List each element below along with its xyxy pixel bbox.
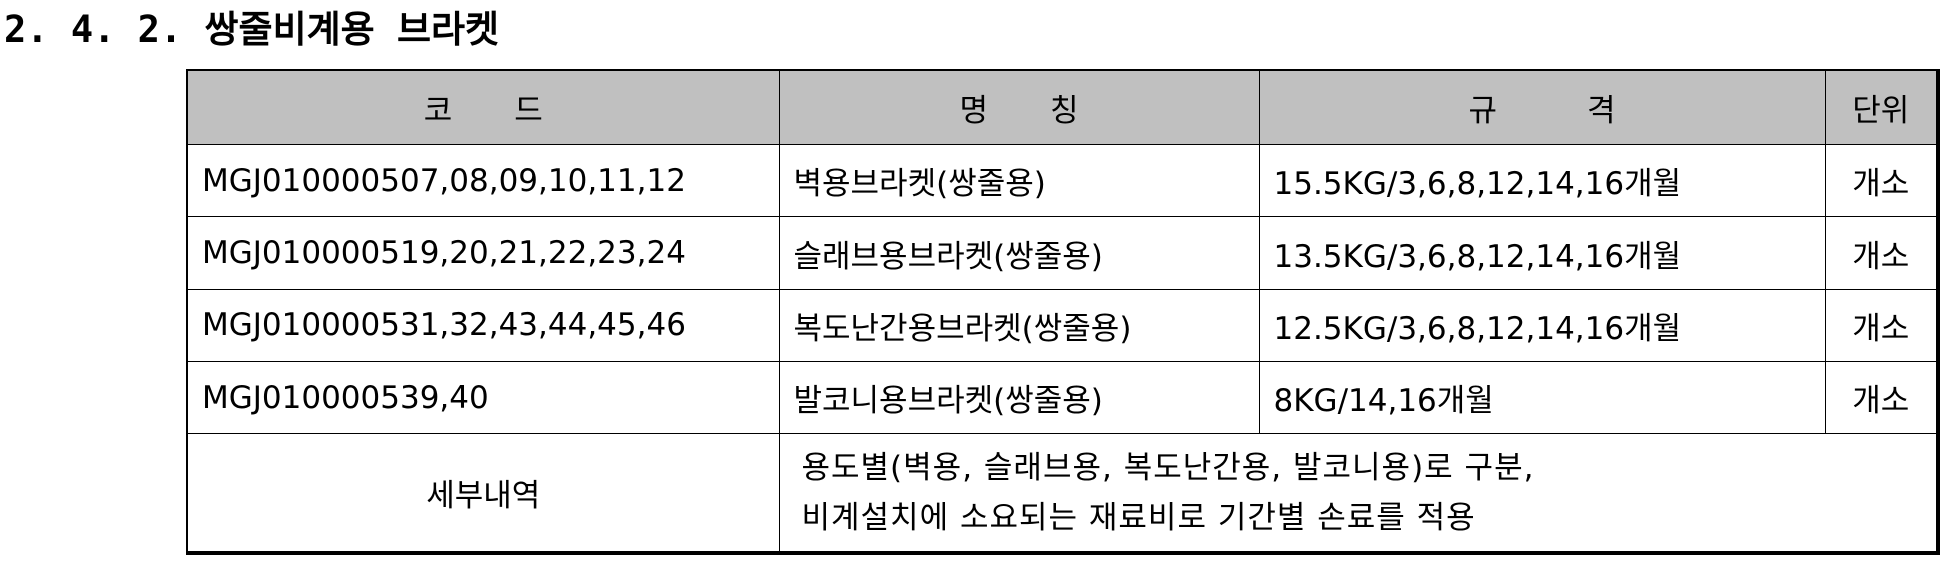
cell-spec: 13.5KG/3,6,8,12,14,16개월 bbox=[1258, 216, 1826, 290]
cell-code: MGJ010000519,20,21,22,23,24 bbox=[186, 216, 780, 290]
cell-spec: 8KG/14,16개월 bbox=[1258, 361, 1826, 435]
header-name-char-2: 칭 bbox=[1050, 93, 1079, 129]
detail-line-2: 비계설치에 소요되는 재료비로 기간별 손료를 적용 bbox=[801, 499, 1476, 536]
header-code-char-2: 드 bbox=[514, 93, 543, 129]
detail-row: 세부내역 용도별(벽용, 슬래브용, 복도난간용, 발코니용)로 구분, 비계설… bbox=[186, 433, 1939, 554]
cell-unit: 개소 bbox=[1824, 143, 1939, 218]
cell-unit: 개소 bbox=[1824, 361, 1939, 435]
cell-code: MGJ010000507,08,09,10,11,12 bbox=[186, 143, 780, 218]
section-title: 2. 4. 2. 쌍줄비계용 브라켓 bbox=[4, 8, 500, 51]
cell-name: 복도난간용브라켓(쌍줄용) bbox=[778, 288, 1260, 363]
cell-code: MGJ010000531,32,43,44,45,46 bbox=[186, 288, 780, 363]
table-row: MGJ010000507,08,09,10,11,12 벽용브라켓(쌍줄용) 1… bbox=[186, 143, 1939, 218]
cell-unit: 개소 bbox=[1824, 216, 1939, 290]
cell-spec: 15.5KG/3,6,8,12,14,16개월 bbox=[1258, 143, 1826, 218]
table-row: MGJ010000519,20,21,22,23,24 슬래브용브라켓(쌍줄용)… bbox=[186, 216, 1939, 290]
header-spec-char-1: 규 bbox=[1468, 93, 1497, 129]
detail-label: 세부내역 bbox=[186, 433, 780, 554]
detail-line-1: 용도별(벽용, 슬래브용, 복도난간용, 발코니용)로 구분, bbox=[801, 449, 1535, 486]
cell-name: 슬래브용브라켓(쌍줄용) bbox=[778, 216, 1260, 290]
cell-name: 발코니용브라켓(쌍줄용) bbox=[778, 361, 1260, 435]
header-unit: 단위 bbox=[1824, 69, 1939, 145]
cell-spec: 12.5KG/3,6,8,12,14,16개월 bbox=[1258, 288, 1826, 363]
table-row: MGJ010000531,32,43,44,45,46 복도난간용브라켓(쌍줄용… bbox=[186, 288, 1939, 363]
cell-unit: 개소 bbox=[1824, 288, 1939, 363]
cell-code: MGJ010000539,40 bbox=[186, 361, 780, 435]
header-name-char-1: 명 bbox=[959, 93, 988, 129]
table-row: MGJ010000539,40 발코니용브라켓(쌍줄용) 8KG/14,16개월… bbox=[186, 361, 1939, 435]
detail-text: 용도별(벽용, 슬래브용, 복도난간용, 발코니용)로 구분, 비계설치에 소요… bbox=[778, 433, 1939, 554]
cell-name: 벽용브라켓(쌍줄용) bbox=[778, 143, 1260, 218]
header-spec-char-2: 격 bbox=[1587, 93, 1616, 129]
header-code-char-1: 코 bbox=[423, 93, 453, 129]
